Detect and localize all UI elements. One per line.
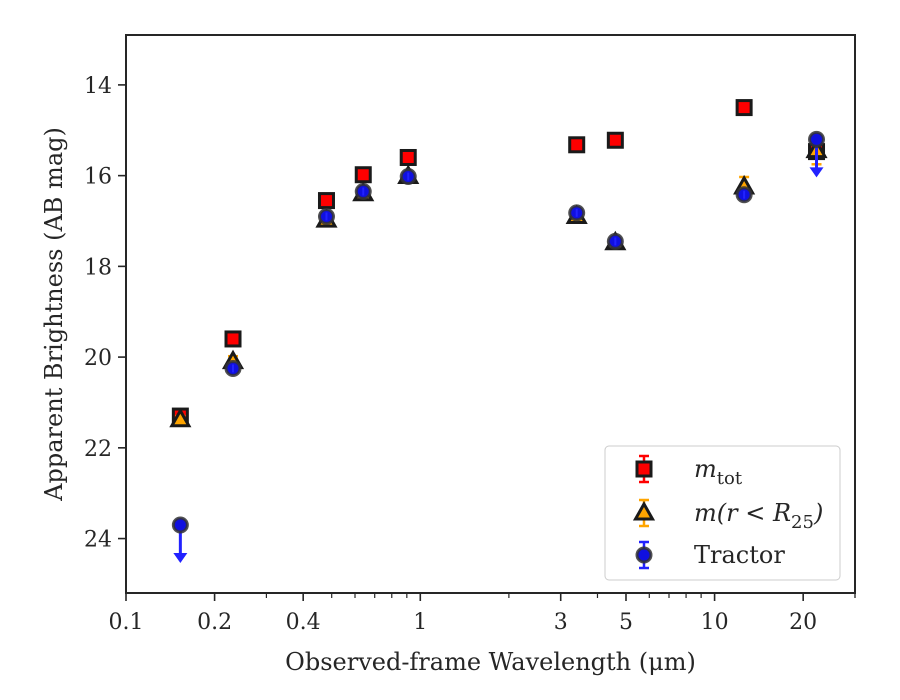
x-tick-label: 10 [701, 610, 729, 635]
plot-frame [125, 34, 856, 594]
y-tick-label: 24 [84, 528, 112, 553]
legend-label-main: m(r < R [694, 499, 791, 527]
legend-label-mtot: mtot [694, 455, 743, 489]
series-tractor [171, 130, 826, 563]
x-axis-ticks: 0.1 0.2 0.4 1 3 5 10 20 [109, 593, 856, 635]
data-point-tractor [808, 130, 826, 148]
y-tick-label: 16 [84, 165, 112, 190]
y-tick-label: 20 [84, 346, 112, 371]
legend-marker-tractor [635, 546, 653, 564]
series-mr25 [169, 135, 828, 428]
y-axis-label: Apparent Brightness (AB mag) [40, 127, 68, 502]
legend-marker-mtot [635, 460, 653, 478]
legend-label-sub: 25 [791, 512, 814, 533]
legend-label-main: Tractor [694, 541, 785, 569]
y-tick-label: 22 [84, 437, 112, 462]
legend-label-main: m [694, 455, 717, 483]
x-tick-label: 5 [619, 610, 633, 635]
x-tick-label: 0.1 [109, 610, 144, 635]
data-point-tractor [171, 516, 189, 534]
x-axis-label: Observed-frame Wavelength (μm) [285, 648, 696, 676]
x-tick-label: 1 [413, 610, 427, 635]
y-axis-ticks: 14 16 18 20 22 24 [84, 74, 126, 553]
legend-label-mr25: m(r < R25) [694, 499, 823, 533]
legend-marker-mr25 [632, 500, 656, 521]
upper-limit-head [809, 167, 824, 178]
legend-label-sub: tot [717, 468, 743, 489]
legend-label-tail: ) [813, 499, 823, 527]
series-mtot [171, 99, 826, 425]
y-tick-label: 18 [84, 255, 112, 280]
x-tick-label: 20 [789, 610, 817, 635]
legend-entry-mtot: mtot [635, 454, 743, 489]
plot-area [169, 99, 828, 563]
legend-box [604, 445, 841, 581]
x-tick-label: 0.2 [197, 610, 232, 635]
upper-limit-head [173, 552, 188, 563]
x-tick-label: 3 [554, 610, 568, 635]
legend-entry-mr25: m(r < R25) [632, 498, 823, 533]
x-tick-label: 0.4 [286, 610, 321, 635]
y-tick-label: 14 [84, 74, 112, 99]
legend-entry-tractor: Tractor [635, 540, 785, 570]
legend-label-tractor: Tractor [694, 541, 785, 569]
legend: mtot m(r < R25) Tractor [604, 445, 841, 581]
